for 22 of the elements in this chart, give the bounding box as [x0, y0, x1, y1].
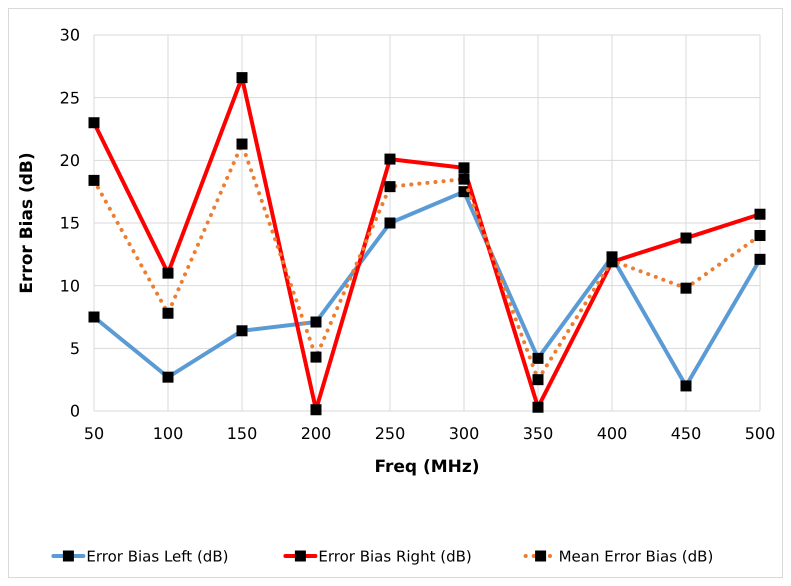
x-tick-label: 150 — [226, 424, 258, 443]
x-tick-label: 100 — [152, 424, 184, 443]
x-tick-label: 300 — [448, 424, 480, 443]
legend-label: Error Bias Right (dB) — [318, 547, 472, 566]
x-tick-label: 350 — [522, 424, 554, 443]
x-axis-title: Freq (MHz) — [374, 457, 480, 477]
x-tick-label: 250 — [374, 424, 406, 443]
y-tick-label: 20 — [60, 150, 80, 170]
x-tick-label: 450 — [670, 424, 702, 443]
x-tick-label: 500 — [744, 424, 776, 443]
y-axis-title: Error Bias (dB) — [17, 152, 37, 294]
y-tick-label: 5 — [70, 338, 80, 358]
x-tick-label: 50 — [84, 424, 104, 443]
x-tick-label: 200 — [300, 424, 332, 443]
y-tick-label: 25 — [60, 88, 80, 108]
legend-label: Error Bias Left (dB) — [86, 547, 228, 566]
y-tick-label: 0 — [70, 402, 80, 421]
x-tick-label: 400 — [596, 424, 628, 443]
y-tick-label: 10 — [60, 276, 80, 296]
y-tick-label: 15 — [60, 214, 80, 233]
y-tick-label: 30 — [60, 26, 80, 45]
legend-label: Mean Error Bias (dB) — [558, 547, 714, 566]
